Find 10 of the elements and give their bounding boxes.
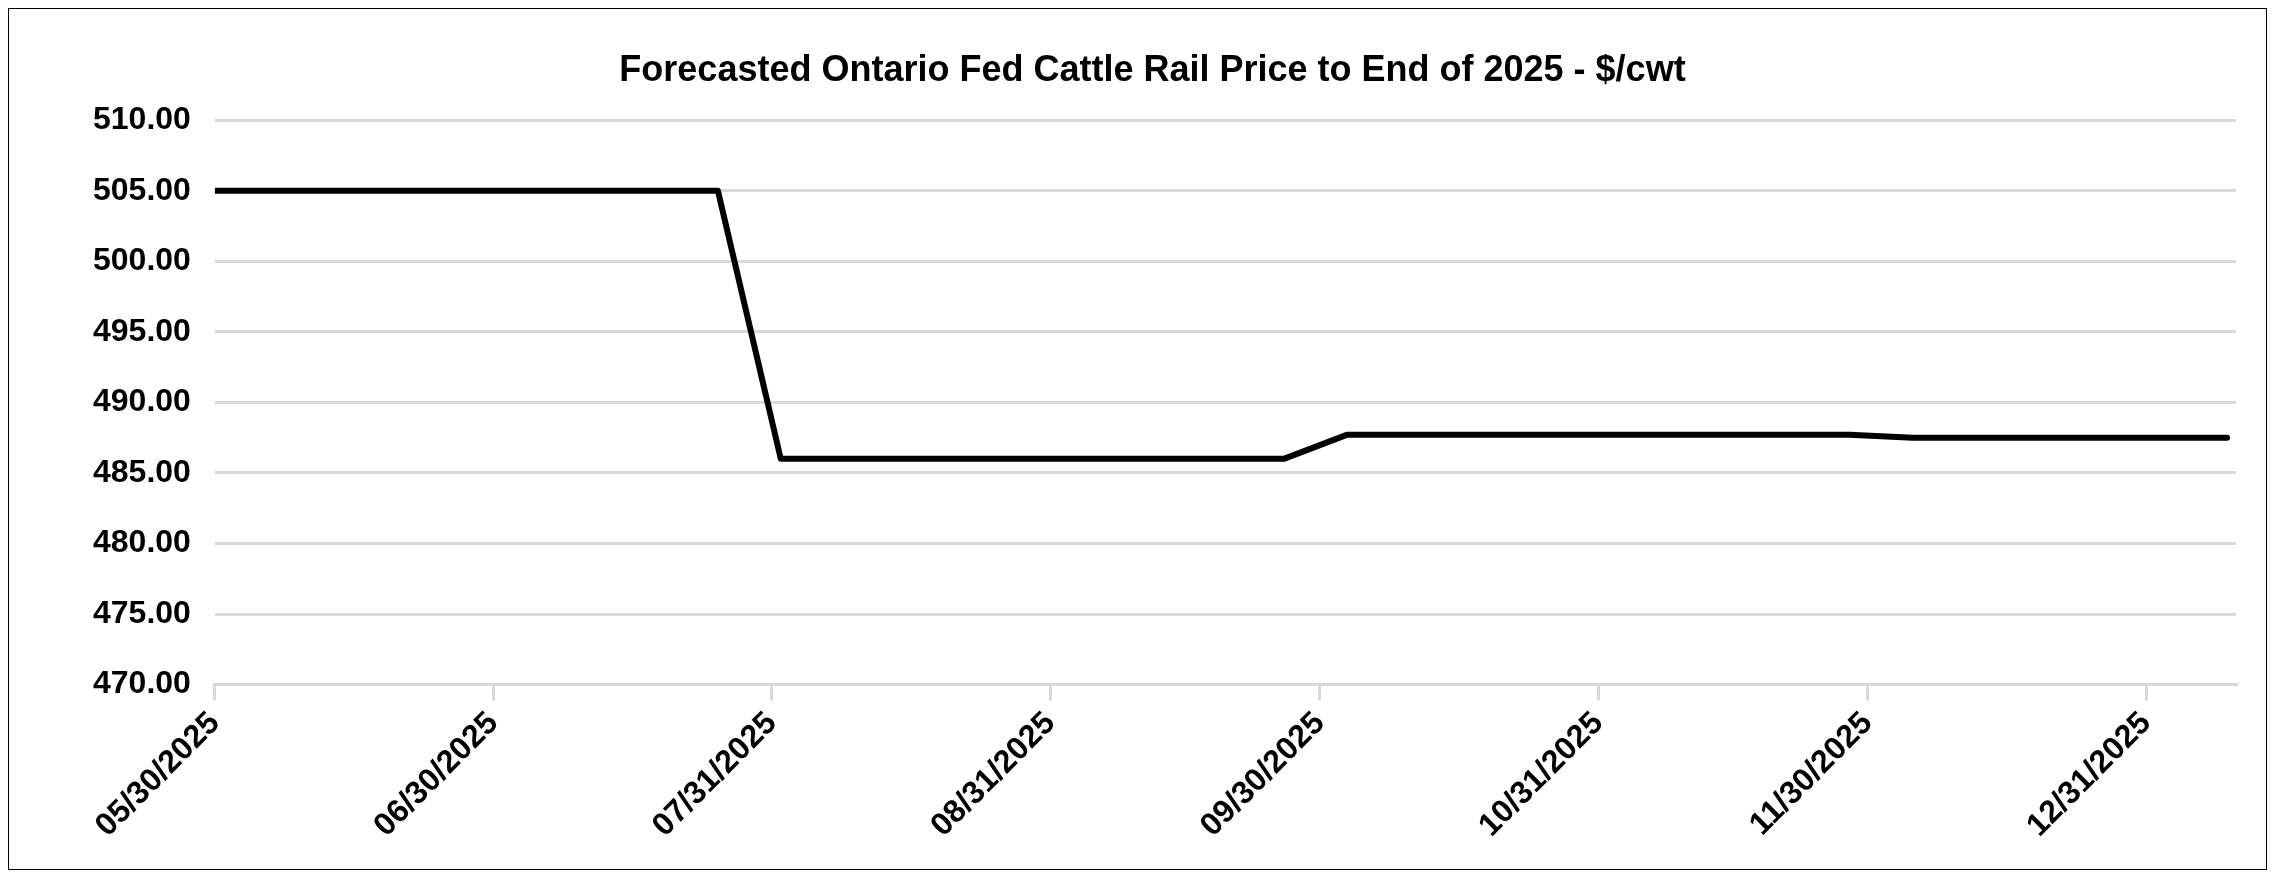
- y-tick-label: 490.00: [93, 382, 191, 419]
- y-tick-label: 475.00: [93, 593, 191, 630]
- y-tick-label: 485.00: [93, 452, 191, 489]
- y-tick-label: 510.00: [93, 100, 191, 137]
- chart-title: Forecasted Ontario Fed Cattle Rail Price to End of 2025 - $/cwt: [619, 47, 1686, 89]
- y-tick-label: 500.00: [93, 241, 191, 278]
- y-tick-label: 480.00: [93, 523, 191, 560]
- y-tick-label: 505.00: [93, 170, 191, 207]
- y-tick-label: 495.00: [93, 311, 191, 348]
- y-tick-label: 470.00: [93, 664, 191, 701]
